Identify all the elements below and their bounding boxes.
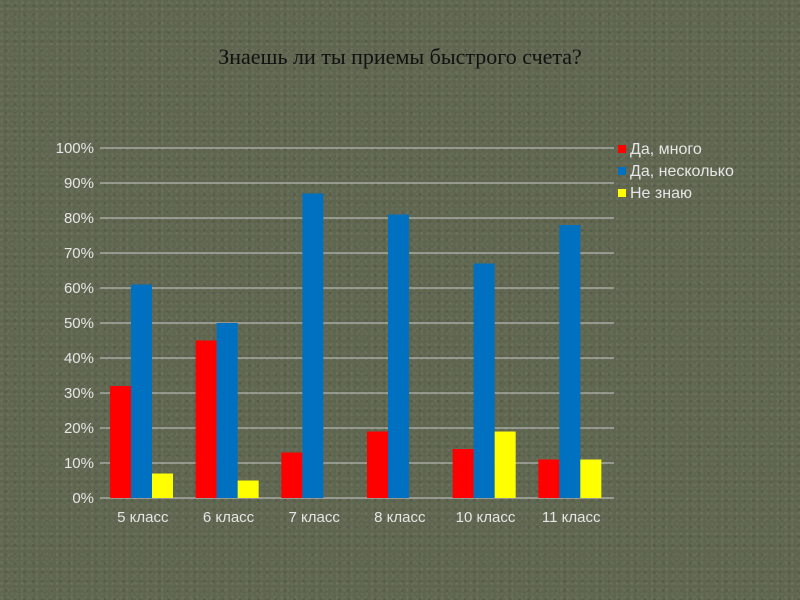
y-tick-label: 80% xyxy=(64,210,94,227)
bar xyxy=(538,459,560,498)
x-tick-label: 5 класс xyxy=(117,509,169,526)
legend-label: Не знаю xyxy=(630,185,692,202)
bar xyxy=(559,225,581,498)
x-tick-label: 11 класс xyxy=(542,509,601,526)
legend-swatch xyxy=(618,189,626,197)
y-tick-label: 20% xyxy=(64,420,94,437)
y-axis-ticks: 0% 10% 20% 30% 40% 50% 60% 70% 80% 90% 100% xyxy=(56,140,94,507)
y-tick-label: 60% xyxy=(64,280,94,297)
legend: Да, много Да, несколько Не знаю xyxy=(618,141,734,202)
legend-label: Да, несколько xyxy=(630,163,734,180)
bar xyxy=(237,480,259,498)
bar xyxy=(302,193,324,498)
page-title: Знаешь ли ты приемы быстрого счета? xyxy=(218,44,582,69)
x-tick-label: 10 класс xyxy=(456,509,516,526)
y-tick-label: 90% xyxy=(64,175,94,192)
y-tick-label: 100% xyxy=(56,140,94,157)
x-tick-label: 7 класс xyxy=(288,509,340,526)
bar xyxy=(281,452,303,498)
bar xyxy=(367,431,388,498)
y-tick-label: 10% xyxy=(64,455,94,472)
bar xyxy=(494,431,516,498)
legend-swatch xyxy=(618,167,626,175)
bar xyxy=(152,473,173,498)
bar xyxy=(216,323,238,498)
bars xyxy=(110,193,602,498)
gridlines xyxy=(100,147,614,499)
bar xyxy=(473,263,495,498)
x-axis-ticks: 5 класс 6 класс 7 класс 8 класс 10 класс 11 к… xyxy=(117,509,601,526)
legend-label: Да, много xyxy=(630,141,702,158)
bar xyxy=(388,214,409,498)
bar xyxy=(131,284,152,498)
y-tick-label: 50% xyxy=(64,315,94,332)
x-tick-label: 8 класс xyxy=(374,509,426,526)
y-tick-label: 0% xyxy=(72,490,94,507)
bar xyxy=(110,386,131,498)
y-tick-label: 70% xyxy=(64,245,94,262)
y-tick-label: 30% xyxy=(64,385,94,402)
y-tick-label: 40% xyxy=(64,350,94,367)
bar xyxy=(195,340,217,498)
x-tick-label: 6 класс xyxy=(203,509,255,526)
legend-swatch xyxy=(618,145,626,153)
bar xyxy=(580,459,602,498)
bar xyxy=(452,449,474,498)
